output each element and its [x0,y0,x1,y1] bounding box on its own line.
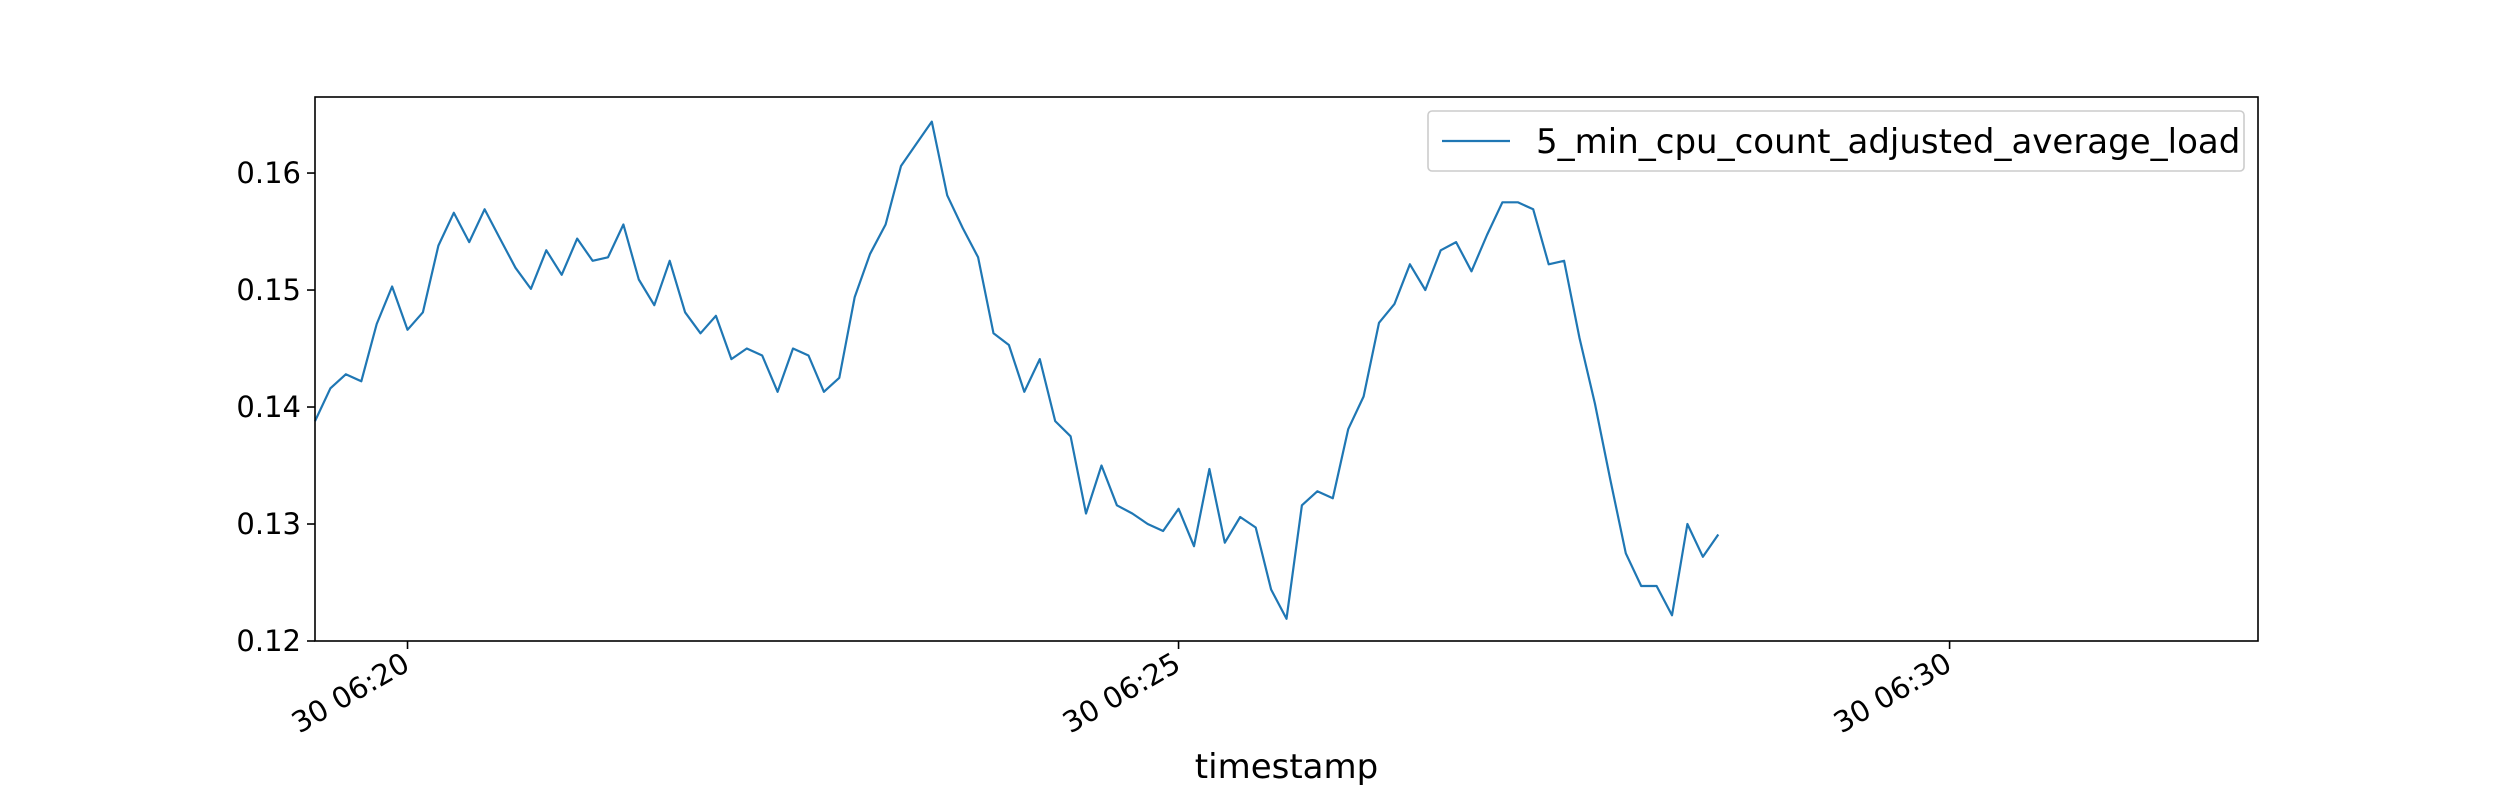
x-axis: 30 06:20 30 06:25 30 06:30 [286,641,1957,740]
legend-label: 5_min_cpu_count_adjusted_average_load [1536,122,2240,162]
legend-box [1427,110,2245,172]
x-axis-title: timestamp [1195,747,1378,787]
plot-area-frame [314,96,2259,642]
x-tick-label: 30 06:30 [1828,646,1957,740]
y-tick-label: 0.14 [236,390,301,424]
y-tick-label: 0.15 [236,273,301,307]
x-tick-label: 30 06:25 [1057,646,1186,740]
y-tick-label: 0.16 [236,156,301,190]
legend: 5_min_cpu_count_adjusted_average_load [1427,110,2245,172]
series-layer [314,120,1720,620]
series-line [314,120,1720,620]
y-tick-label: 0.12 [236,624,301,658]
y-axis: 0.12 0.13 0.14 0.15 0.16 [236,156,315,658]
x-tick-label: 30 06:20 [286,646,415,740]
y-tick-label: 0.13 [236,507,301,541]
